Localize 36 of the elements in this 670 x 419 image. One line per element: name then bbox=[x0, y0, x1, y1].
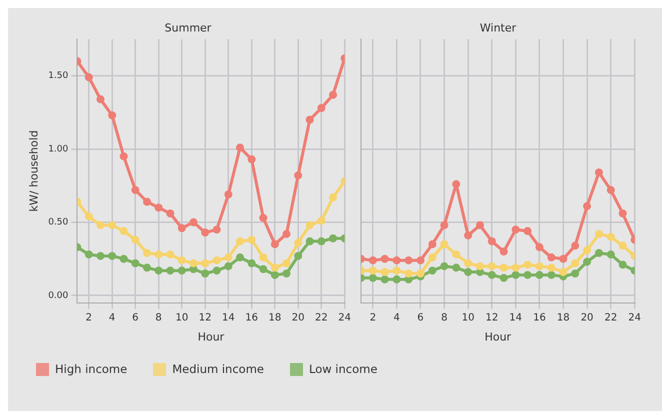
x-tick-label: 20 bbox=[580, 312, 594, 324]
y-tick-label: 1.00 bbox=[48, 144, 69, 154]
x-tick-label: 8 bbox=[155, 312, 162, 324]
x-tick-label: 16 bbox=[533, 312, 546, 324]
x-tick-label: 12 bbox=[198, 312, 212, 324]
x-tick-label: 8 bbox=[441, 312, 448, 324]
chart-title: Summer bbox=[164, 21, 212, 34]
legend-label: High income bbox=[55, 362, 128, 376]
y-tick-label: 0.00 bbox=[48, 290, 69, 301]
x-tick-label: 2 bbox=[370, 312, 376, 324]
x-tick-label: 14 bbox=[509, 312, 522, 324]
x-tick-label: 20 bbox=[292, 312, 304, 324]
chart-title: Winter bbox=[480, 21, 517, 34]
x-tick-label: 6 bbox=[132, 312, 139, 324]
x-tick-label: 10 bbox=[176, 312, 188, 324]
x-tick-label: 6 bbox=[417, 312, 424, 324]
x-tick-label: 16 bbox=[245, 312, 258, 324]
y-tick-label: 0.50 bbox=[48, 218, 69, 228]
x-axis-title: Hour bbox=[484, 330, 512, 344]
x-tick-label: 2 bbox=[86, 312, 92, 324]
legend-label: Medium income bbox=[172, 362, 264, 376]
x-tick-label: 22 bbox=[604, 312, 618, 324]
x-tick-label: 18 bbox=[556, 312, 570, 324]
x-tick-label: 12 bbox=[486, 312, 498, 324]
y-tick-label: 1.50 bbox=[48, 71, 69, 82]
x-tick-label: 4 bbox=[108, 312, 116, 324]
x-tick-label: 24 bbox=[338, 312, 352, 324]
x-tick-label: 18 bbox=[268, 312, 282, 324]
x-tick-label: 4 bbox=[394, 312, 400, 324]
x-tick-label: 22 bbox=[315, 312, 328, 324]
x-axis-title: Hour bbox=[198, 330, 225, 344]
x-tick-label: 24 bbox=[628, 312, 642, 324]
x-tick-label: 14 bbox=[222, 312, 235, 324]
y-axis-title: kW/ household bbox=[27, 130, 40, 212]
legend-label: Low income bbox=[308, 362, 378, 376]
x-tick-label: 10 bbox=[462, 312, 474, 324]
